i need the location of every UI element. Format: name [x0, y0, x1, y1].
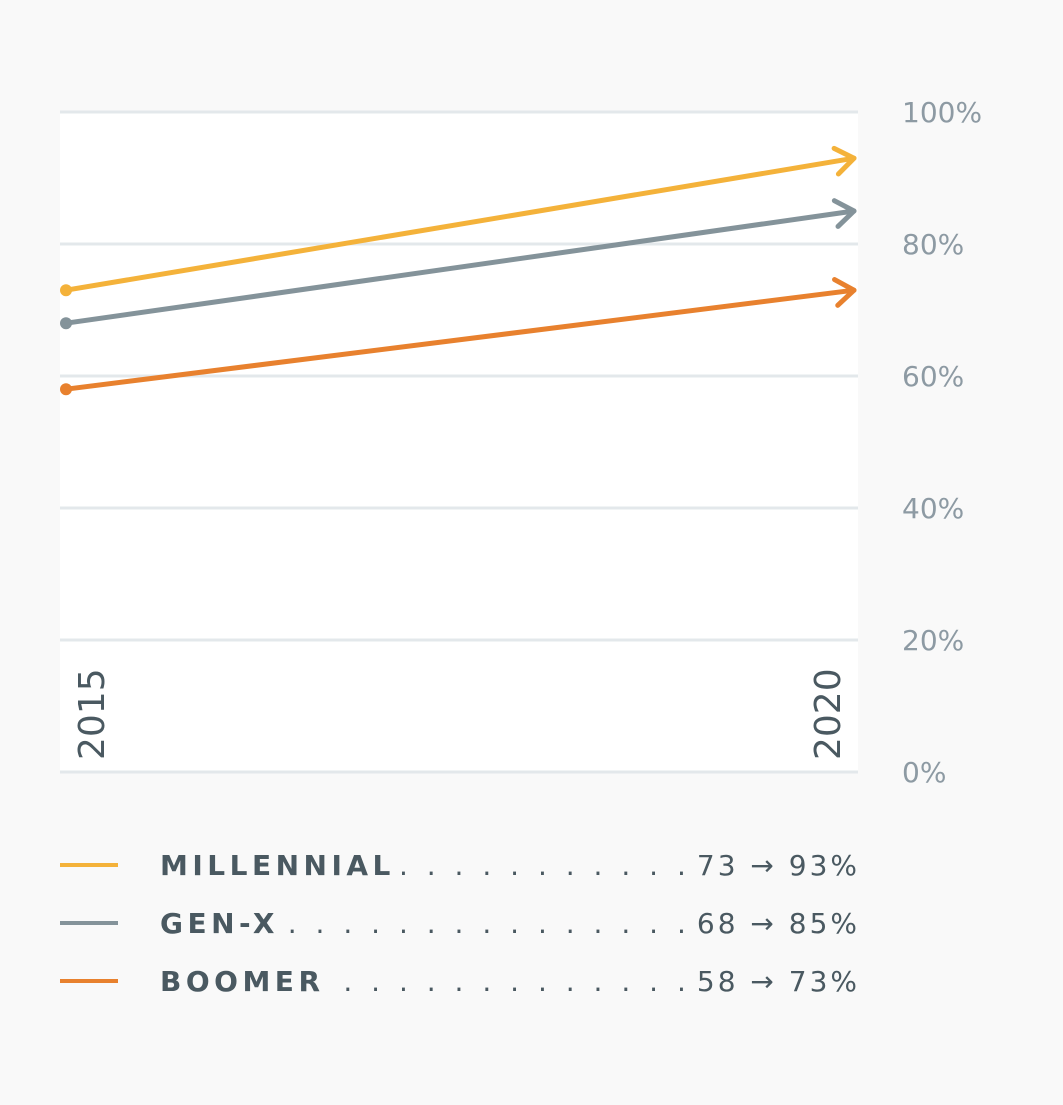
end-arrow-boomer [832, 277, 857, 308]
series-line-gen-x [63, 208, 857, 326]
legend-dot-leader: . . . . . . . . . . . . . . . . . . . . … [331, 964, 691, 998]
legend-dot-leader: . . . . . . . . . . . . . . . . . . . . … [285, 906, 691, 940]
start-point-gen-x [60, 317, 72, 330]
gridlines [60, 110, 858, 774]
y-tick-label: 40% [902, 492, 964, 525]
legend-swatch-millennial [60, 863, 118, 867]
legend-label-millennial: MILLENNIAL [160, 848, 395, 882]
series-boomer [60, 277, 857, 396]
legend-row-millennial: MILLENNIAL . . . . . . . . . . . . . . .… [60, 836, 860, 894]
legend-swatch-boomer [60, 979, 118, 983]
series-gen-x [60, 198, 857, 330]
y-axis-labels: 0% 20% 40% 60% 80% 100% [902, 96, 982, 789]
legend-value-gen-x: 68 → 85% [696, 906, 860, 940]
legend-value-millennial: 73 → 93% [696, 848, 860, 882]
legend-row-gen-x: GEN-X . . . . . . . . . . . . . . . . . … [60, 894, 860, 952]
legend-label-boomer: BOOMER [160, 964, 325, 998]
end-arrow-millennial [831, 145, 857, 177]
end-arrow-gen-x [831, 198, 857, 229]
legend-row-boomer: BOOMER . . . . . . . . . . . . . . . . .… [60, 952, 860, 1010]
y-tick-label: 20% [902, 624, 964, 657]
y-tick-label: 0% [902, 756, 946, 789]
series-millennial [60, 145, 857, 297]
series-line-millennial [63, 155, 857, 293]
series-lines [60, 145, 857, 396]
y-tick-label: 100% [902, 96, 982, 129]
start-point-millennial [60, 284, 72, 297]
legend-label-gen-x: GEN-X [160, 906, 279, 940]
x-tick-label-2020: 2020 [808, 668, 849, 760]
plot-area [60, 112, 858, 772]
legend-swatch-gen-x [60, 921, 118, 925]
legend: MILLENNIAL . . . . . . . . . . . . . . .… [60, 836, 860, 1010]
y-tick-label: 80% [902, 228, 964, 261]
x-tick-label-2015: 2015 [72, 668, 113, 760]
start-point-boomer [60, 383, 72, 396]
series-line-boomer [63, 287, 857, 392]
legend-dot-leader: . . . . . . . . . . . . . . . . . . . . … [401, 848, 691, 882]
x-axis-labels: 2015 2020 [72, 668, 849, 760]
legend-value-boomer: 58 → 73% [696, 964, 860, 998]
chart: 0% 20% 40% 60% 80% 100% 2015 2020 [60, 96, 982, 789]
y-tick-label: 60% [902, 360, 964, 393]
